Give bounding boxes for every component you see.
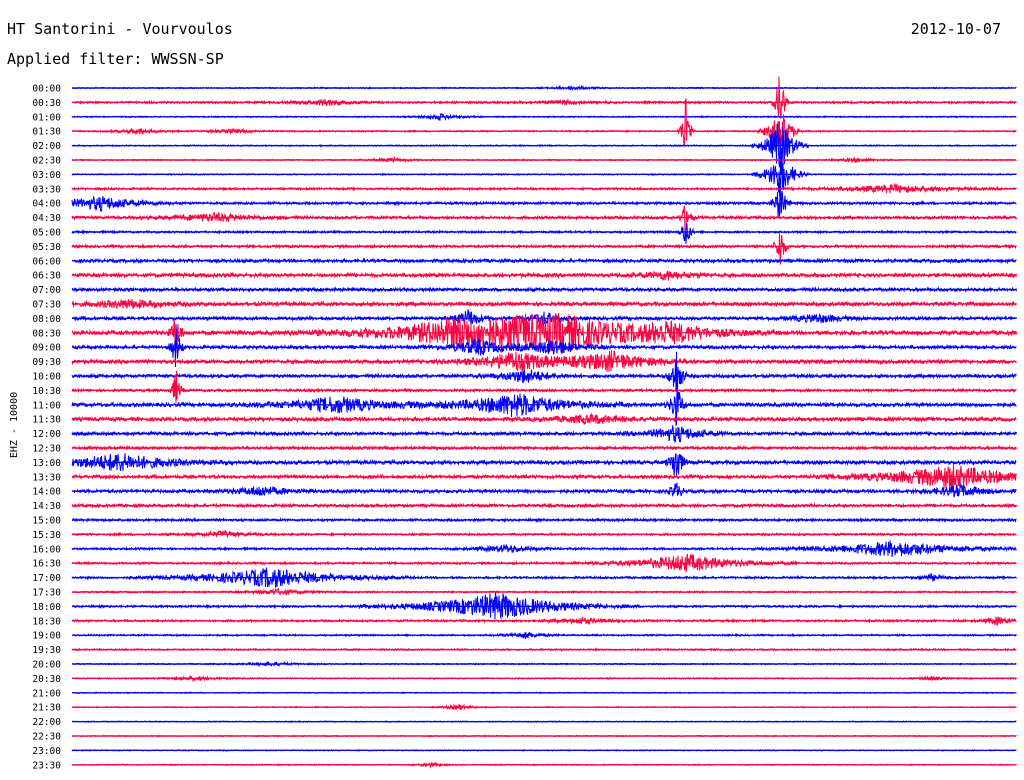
trace-line (71, 502, 1017, 509)
time-tick-label: 05:00 (32, 228, 61, 239)
time-tick-label: 17:30 (32, 588, 61, 599)
time-tick-label: 05:30 (32, 242, 61, 253)
trace-line (71, 76, 1017, 119)
time-tick-label: 15:30 (32, 530, 61, 541)
time-tick-label: 08:00 (32, 314, 61, 325)
time-tick-label: 17:00 (32, 573, 61, 584)
time-tick-label: 03:00 (32, 170, 61, 181)
trace-line (71, 413, 1017, 425)
time-tick-label: 00:30 (32, 98, 61, 109)
trace-line (71, 351, 1017, 393)
time-tick-label: 14:30 (32, 501, 61, 512)
time-tick-label: 19:00 (32, 631, 61, 642)
trace-line (71, 205, 1017, 236)
trace-line (71, 312, 1017, 354)
time-tick-label: 06:30 (32, 271, 61, 282)
time-tick-label: 14:00 (32, 487, 61, 498)
time-tick-label: 11:30 (32, 415, 61, 426)
time-tick-label: 19:30 (32, 645, 61, 656)
trace-line (71, 270, 1017, 282)
station-title: HT Santorini - Vourvoulos (7, 20, 233, 38)
time-tick-label: 03:30 (32, 184, 61, 195)
time-tick-label: 20:00 (32, 660, 61, 671)
time-tick-label: 08:30 (32, 328, 61, 339)
time-tick-label: 21:00 (32, 688, 61, 699)
y-axis-label: EHZ - 10000 (9, 392, 20, 458)
time-tick-label: 12:00 (32, 429, 61, 440)
time-tick-group: 00:00 00:30 01:00 01:30 02:00 02:30 03:00 03:30… (32, 84, 61, 772)
time-tick-label: 22:00 (32, 717, 61, 728)
time-tick-label: 09:30 (32, 357, 61, 368)
time-tick-label: 15:00 (32, 516, 61, 527)
time-tick-label: 04:00 (32, 199, 61, 210)
time-tick-label: 23:30 (32, 760, 61, 771)
time-tick-label: 02:00 (32, 141, 61, 152)
trace-line (71, 223, 1017, 244)
time-tick-label: 12:30 (32, 444, 61, 455)
time-tick-label: 00:00 (32, 84, 61, 95)
trace-line (71, 98, 1017, 150)
trace-line (71, 453, 1017, 476)
date-label: 2012-10-07 (910, 20, 1001, 38)
time-tick-label: 01:30 (32, 127, 61, 138)
time-tick-label: 10:00 (32, 372, 61, 383)
time-tick-label: 16:30 (32, 559, 61, 570)
time-tick-label: 18:30 (32, 616, 61, 627)
time-tick-label: 20:30 (32, 674, 61, 685)
trace-line (71, 540, 1017, 558)
filter-label: Applied filter: WWSSN-SP (7, 50, 224, 68)
time-tick-label: 23:00 (32, 746, 61, 757)
time-tick-label: 07:30 (32, 300, 61, 311)
time-tick-label: 22:30 (32, 732, 61, 743)
trace-line (71, 592, 1017, 620)
time-tick-label: 10:30 (32, 386, 61, 397)
time-tick-label: 13:30 (32, 472, 61, 483)
time-tick-label: 09:00 (32, 343, 61, 354)
time-tick-label: 06:00 (32, 256, 61, 267)
time-tick-label: 07:00 (32, 285, 61, 296)
time-tick-label: 11:00 (32, 400, 61, 411)
time-tick-label: 01:00 (32, 112, 61, 123)
time-tick-label: 16:00 (32, 544, 61, 555)
time-tick-label: 02:30 (32, 156, 61, 167)
time-tick-label: 13:00 (32, 458, 61, 469)
time-tick-label: 21:30 (32, 703, 61, 714)
time-tick-label: 04:30 (32, 213, 61, 224)
trace-group (71, 76, 1017, 769)
time-tick-label: 18:00 (32, 602, 61, 613)
trace-line (71, 482, 1017, 498)
